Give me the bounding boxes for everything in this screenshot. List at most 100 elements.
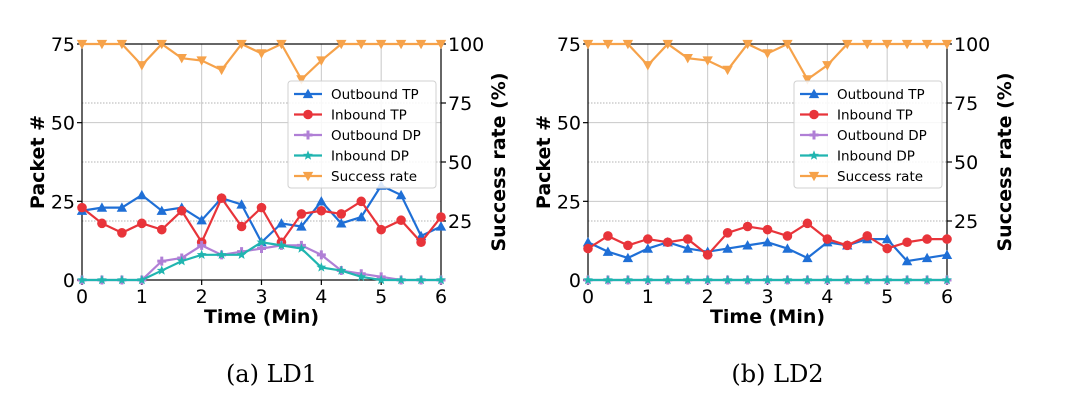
data-point (236, 39, 247, 50)
x-tick-label: 1 (642, 286, 654, 308)
data-point (842, 39, 853, 50)
data-point (156, 224, 167, 235)
data-point (96, 274, 107, 285)
data-point (316, 196, 327, 206)
data-point (583, 243, 593, 254)
y-axis-label: Packet # (533, 115, 555, 209)
data-point (77, 274, 87, 285)
data-point (602, 246, 614, 256)
data-point (416, 237, 426, 248)
legend: Outbound TP Inbound TP Outbound DP Inbound … (287, 80, 437, 189)
data-point (176, 205, 187, 216)
data-point (216, 193, 227, 203)
y-tick-label: 75 (51, 34, 75, 56)
x-axis-label: Time (Min) (204, 306, 319, 328)
data-point (802, 274, 813, 285)
y-tick-label: 25 (51, 191, 75, 213)
data-point (136, 61, 148, 71)
data-point (782, 231, 793, 241)
data-point (822, 61, 833, 71)
y-right-axis-label: Success rate (%) (994, 72, 1016, 251)
y-tick-label: 75 (557, 34, 581, 56)
data-point (702, 56, 713, 66)
data-point (643, 234, 653, 244)
legend-label: Outbound DP (837, 128, 927, 144)
data-point (682, 54, 693, 64)
data-point (316, 262, 327, 272)
data-point (921, 252, 933, 263)
data-point (76, 39, 88, 50)
legend-marker (808, 171, 820, 182)
data-point (662, 237, 673, 248)
data-point (236, 249, 247, 260)
data-point (256, 202, 267, 213)
data-point (901, 255, 913, 266)
legend-marker (302, 171, 314, 182)
data-point (622, 252, 634, 263)
data-point (316, 205, 327, 216)
data-point (682, 243, 693, 253)
y-right-tick-label: 50 (448, 152, 472, 174)
data-point (842, 240, 853, 251)
legend-label: Success rate (331, 169, 417, 185)
data-point (882, 243, 892, 254)
legend-marker (302, 88, 314, 99)
data-point (782, 243, 793, 253)
data-point (941, 39, 953, 50)
data-point (941, 249, 953, 259)
data-point (862, 39, 873, 50)
data-point (902, 237, 912, 248)
legend-entry: Inbound DP (800, 149, 915, 165)
data-point (136, 274, 147, 285)
data-point (236, 221, 247, 232)
data-point (395, 189, 407, 200)
legend-entry: Outbound DP (800, 128, 927, 144)
data-point (416, 274, 427, 285)
legend: Outbound TP Inbound TP Outbound DP Inbound … (793, 80, 943, 189)
series-inbound-dp (583, 274, 952, 285)
legend-marker (303, 130, 313, 140)
data-point (582, 39, 594, 50)
x-tick-label: 5 (881, 286, 893, 308)
data-point (762, 49, 773, 59)
legend-marker (809, 109, 819, 120)
legend-label: Outbound TP (837, 87, 925, 103)
legend-entry: Outbound TP (800, 87, 925, 103)
y-tick-label: 50 (51, 113, 75, 135)
data-point (623, 240, 633, 251)
data-point (257, 244, 266, 254)
data-point (276, 218, 287, 228)
legend-label: Outbound TP (331, 87, 419, 103)
legend-label: Outbound DP (331, 128, 421, 144)
series-outbound-tp (582, 233, 953, 266)
data-point (395, 39, 407, 50)
data-point (196, 249, 207, 260)
data-point (842, 274, 853, 285)
data-point (802, 218, 813, 229)
data-point (376, 274, 387, 285)
data-point (197, 240, 207, 250)
data-point (336, 265, 347, 275)
y-right-tick-label: 100 (954, 34, 990, 56)
data-point (602, 274, 613, 285)
data-point (156, 265, 167, 275)
series-success-rate (76, 39, 447, 85)
data-point (762, 237, 773, 247)
y-right-tick-label: 25 (954, 211, 978, 233)
legend-marker (303, 150, 313, 160)
legend-entry: Inbound TP (800, 108, 913, 124)
data-point (216, 249, 227, 260)
data-point (582, 237, 594, 247)
figure-caption: (b) LD2 (731, 360, 823, 388)
data-point (682, 274, 693, 285)
data-point (822, 234, 833, 244)
data-point (436, 274, 446, 285)
data-point (742, 274, 753, 285)
y-right-tick-label: 75 (954, 93, 978, 115)
data-point (722, 65, 733, 76)
data-point (116, 274, 127, 285)
data-point (862, 274, 873, 285)
x-tick-label: 2 (196, 286, 208, 308)
legend-entry: Outbound TP (294, 87, 419, 103)
data-point (276, 240, 287, 250)
